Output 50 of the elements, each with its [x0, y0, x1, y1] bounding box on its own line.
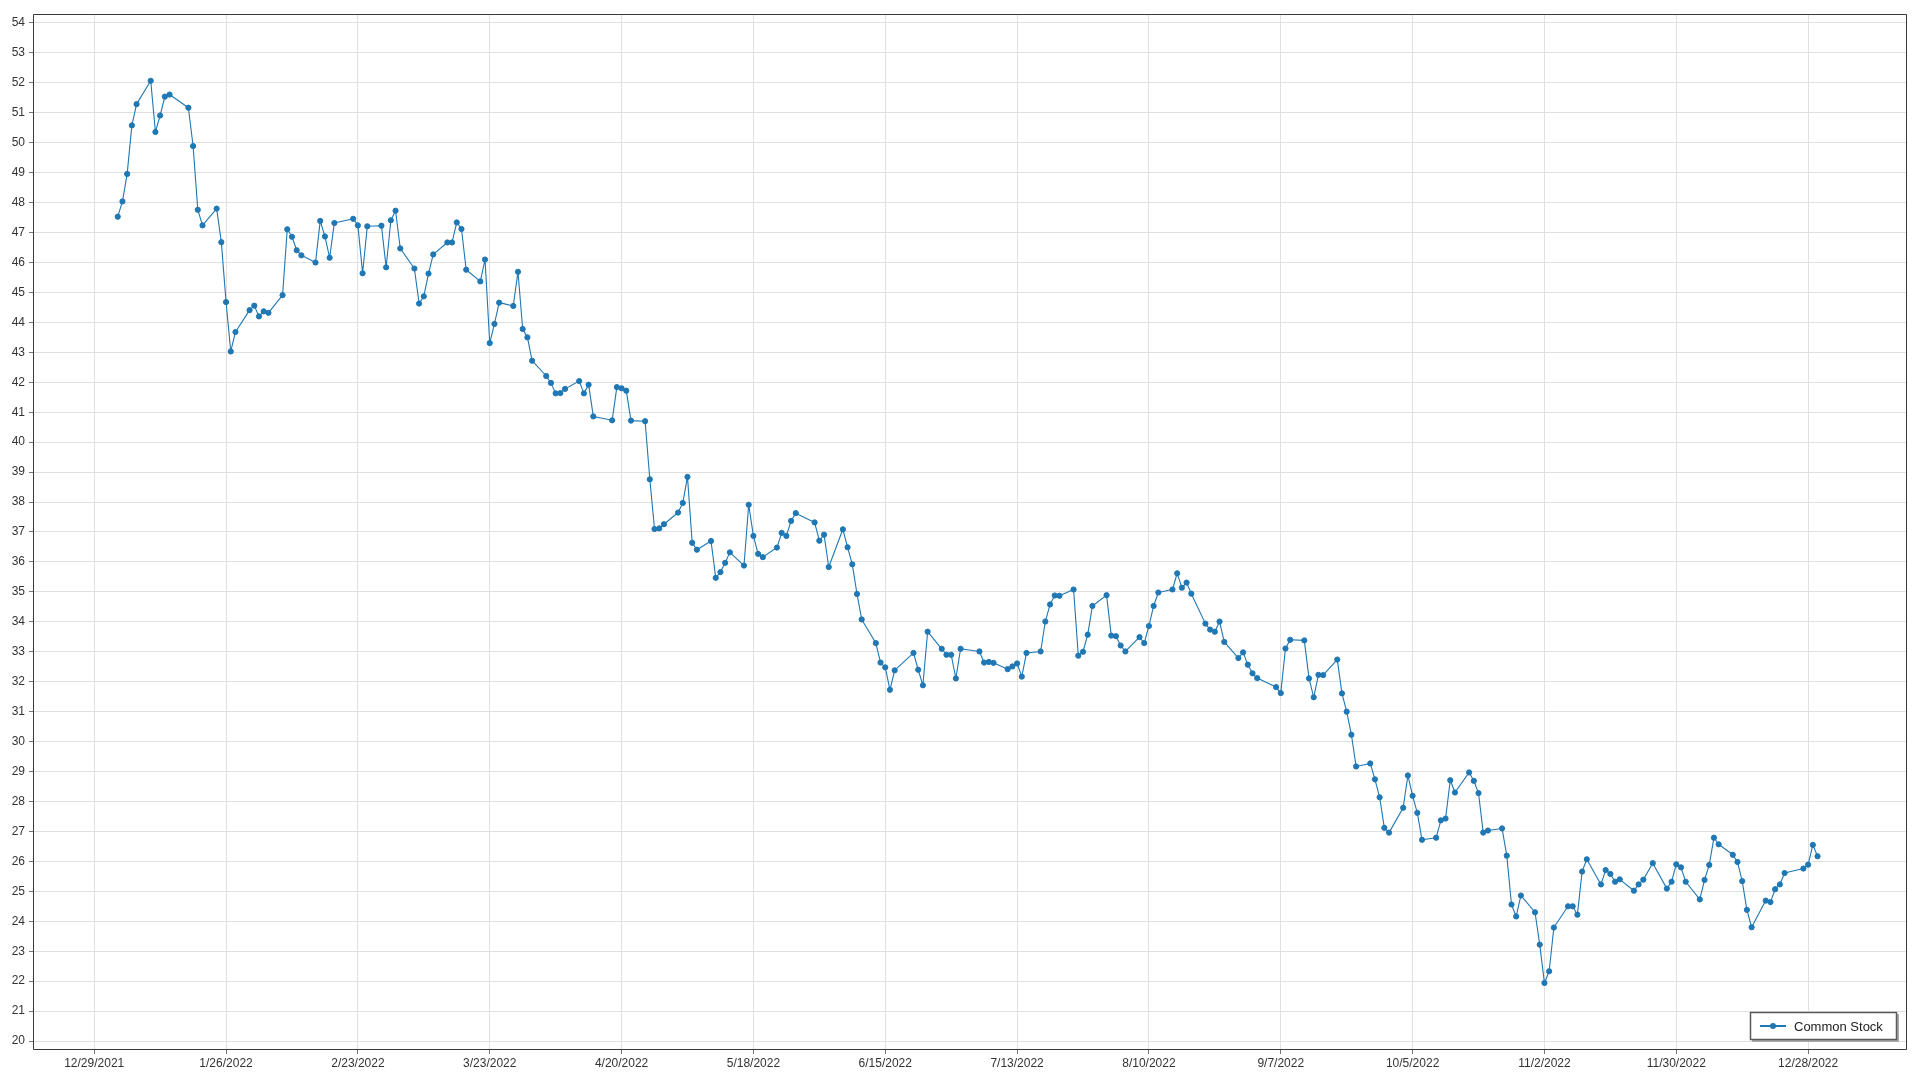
- y-tick-label: 28: [11, 793, 26, 808]
- y-tick-label: 37: [11, 524, 26, 539]
- y-tick-label: 51: [11, 105, 26, 120]
- x-tick-label: 8/10/2022: [1122, 1055, 1176, 1070]
- y-tick-label: 21: [11, 1003, 26, 1018]
- y-tick-label: 35: [11, 584, 26, 599]
- y-tick-label: 46: [11, 254, 26, 269]
- y-tick-label: 27: [11, 823, 26, 838]
- legend-label: Common Stock: [1794, 1018, 1884, 1034]
- x-tick-label: 6/15/2022: [858, 1055, 913, 1070]
- y-tick-label: 50: [11, 135, 26, 150]
- x-tick-label: 9/7/2022: [1257, 1055, 1305, 1070]
- y-tick-label: 53: [11, 45, 26, 60]
- y-tick-label: 23: [11, 943, 26, 958]
- x-tick-label: 10/5/2022: [1385, 1055, 1440, 1070]
- y-tick-label: 30: [11, 733, 26, 748]
- y-tick-label: 47: [11, 224, 26, 239]
- y-tick-label: 49: [11, 165, 26, 180]
- y-tick-label: 22: [11, 973, 26, 988]
- y-tick-label: 33: [11, 644, 26, 659]
- y-tick-label: 42: [11, 374, 26, 389]
- y-tick-label: 20: [11, 1033, 26, 1048]
- y-tick-label: 39: [11, 464, 26, 479]
- x-tick-label: 12/28/2022: [1778, 1055, 1839, 1070]
- y-tick-label: 24: [11, 913, 26, 928]
- x-tick-label: 11/30/2022: [1646, 1055, 1707, 1070]
- y-tick-label: 43: [11, 344, 26, 359]
- x-tick-label: 5/18/2022: [726, 1055, 781, 1070]
- x-tick-label: 3/23/2022: [463, 1055, 517, 1070]
- y-tick-label: 32: [11, 674, 26, 689]
- y-tick-label: 52: [11, 75, 26, 90]
- x-tick-label: 4/20/2022: [594, 1055, 649, 1070]
- y-tick-label: 38: [11, 494, 26, 509]
- y-tick-label: 31: [11, 703, 26, 718]
- x-tick-label: 12/29/2021: [64, 1055, 125, 1070]
- y-tick-label: 36: [11, 554, 26, 569]
- y-tick-label: 40: [11, 434, 26, 449]
- x-tick-label: 2/23/2022: [331, 1055, 385, 1070]
- y-tick-label: 45: [11, 284, 26, 299]
- y-tick-label: 48: [11, 194, 26, 209]
- y-tick-label: 54: [11, 15, 26, 30]
- y-tick-label: 34: [11, 614, 26, 629]
- y-tick-label: 44: [11, 314, 26, 329]
- x-tick-label: 7/13/2022: [990, 1055, 1045, 1070]
- x-tick-label: 1/26/2022: [199, 1055, 254, 1070]
- y-tick-label: 26: [11, 853, 26, 868]
- y-tick-label: 41: [11, 404, 26, 419]
- y-tick-label: 29: [11, 763, 26, 778]
- y-tick-label: 25: [11, 883, 26, 898]
- x-tick-label: 11/2/2022: [1518, 1055, 1572, 1070]
